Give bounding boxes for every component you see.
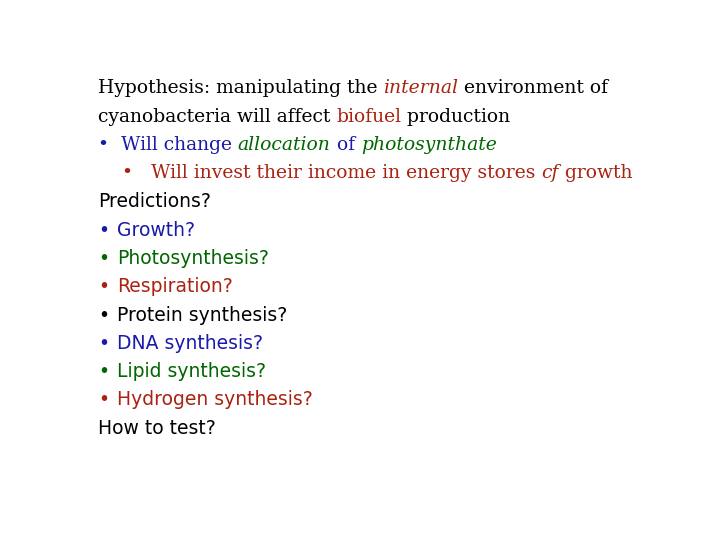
Text: of: of [330, 136, 361, 154]
Text: production: production [401, 107, 510, 126]
Text: Lipid synthesis?: Lipid synthesis? [117, 362, 266, 381]
Text: •   Will invest their income in energy stores: • Will invest their income in energy sto… [98, 164, 541, 182]
Text: cf: cf [541, 164, 559, 182]
Text: cyanobacteria will affect: cyanobacteria will affect [98, 107, 336, 126]
Text: internal: internal [383, 79, 459, 97]
Text: •: • [98, 306, 109, 325]
Text: •: • [98, 390, 109, 409]
Text: growth: growth [559, 164, 632, 182]
Text: Hydrogen synthesis?: Hydrogen synthesis? [117, 390, 312, 409]
Text: environment of: environment of [459, 79, 608, 97]
Text: Predictions?: Predictions? [98, 192, 211, 212]
Text: DNA synthesis?: DNA synthesis? [117, 334, 263, 353]
Text: Photosynthesis?: Photosynthesis? [117, 249, 269, 268]
Text: •: • [98, 334, 109, 353]
Text: •: • [98, 221, 109, 240]
Text: •: • [98, 249, 109, 268]
Text: photosynthate: photosynthate [361, 136, 497, 154]
Text: Growth?: Growth? [117, 221, 195, 240]
Text: Hypothesis: manipulating the: Hypothesis: manipulating the [98, 79, 383, 97]
Text: allocation: allocation [238, 136, 330, 154]
Text: •: • [98, 362, 109, 381]
Text: How to test?: How to test? [98, 418, 215, 437]
Text: biofuel: biofuel [336, 107, 401, 126]
Text: •  Will change: • Will change [98, 136, 238, 154]
Text: •: • [98, 277, 109, 296]
Text: Respiration?: Respiration? [117, 277, 233, 296]
Text: Protein synthesis?: Protein synthesis? [117, 306, 287, 325]
